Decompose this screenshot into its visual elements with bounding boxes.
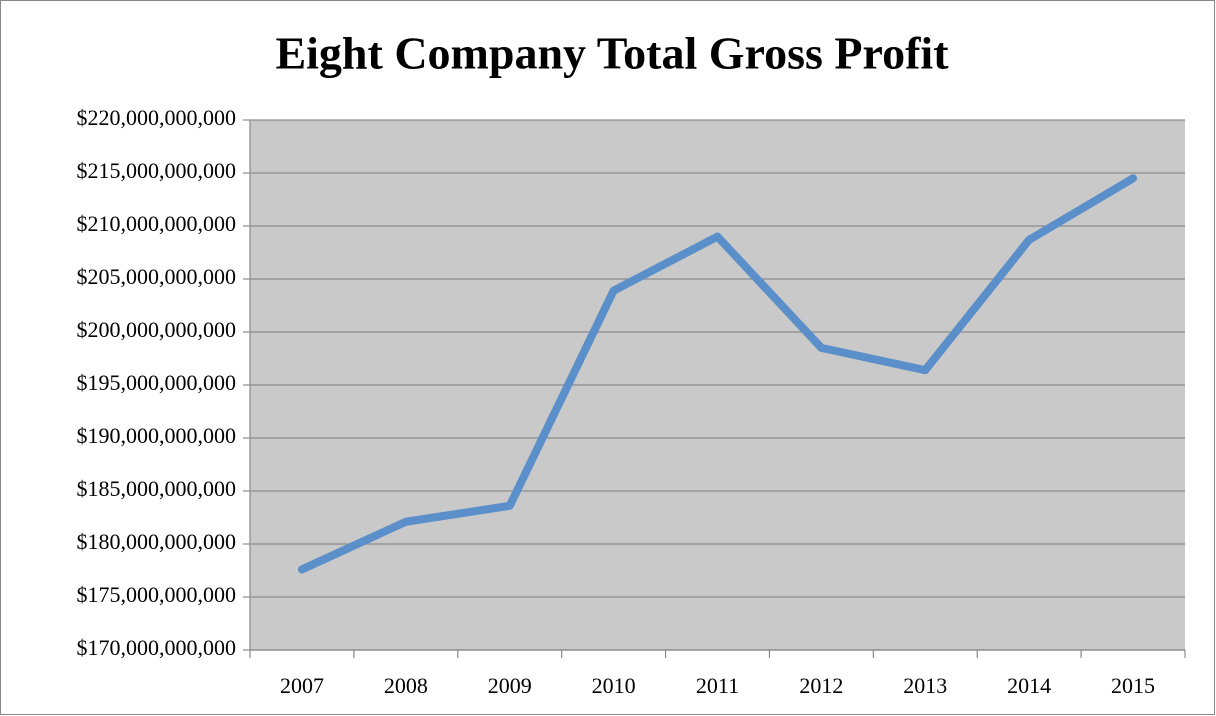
x-tick-label: 2009 (488, 673, 532, 698)
data-line (297, 174, 1138, 574)
y-tick-label: $205,000,000,000 (77, 264, 237, 289)
x-tick-label: 2013 (903, 673, 947, 698)
y-tick-label: $170,000,000,000 (77, 635, 237, 660)
y-tick-label: $190,000,000,000 (77, 423, 237, 448)
x-tick-label: 2011 (696, 673, 739, 698)
y-tick-label: $200,000,000,000 (77, 317, 237, 342)
chart-title: Eight Company Total Gross Profit (275, 28, 949, 79)
x-tick-label: 2015 (1111, 673, 1155, 698)
x-tick-label: 2014 (1007, 673, 1051, 698)
x-tick-label: 2010 (592, 673, 636, 698)
y-tick-label: $180,000,000,000 (77, 529, 237, 554)
x-tick-label: 2008 (384, 673, 428, 698)
y-tick-label: $185,000,000,000 (77, 476, 237, 501)
y-tick-label: $175,000,000,000 (77, 582, 237, 607)
x-tick-label: 2012 (799, 673, 843, 698)
x-tick-label: 2007 (280, 673, 324, 698)
y-tick-label: $210,000,000,000 (77, 211, 237, 236)
y-tick-label: $195,000,000,000 (77, 370, 237, 395)
y-tick-label: $215,000,000,000 (77, 158, 237, 183)
y-tick-label: $220,000,000,000 (77, 105, 237, 130)
